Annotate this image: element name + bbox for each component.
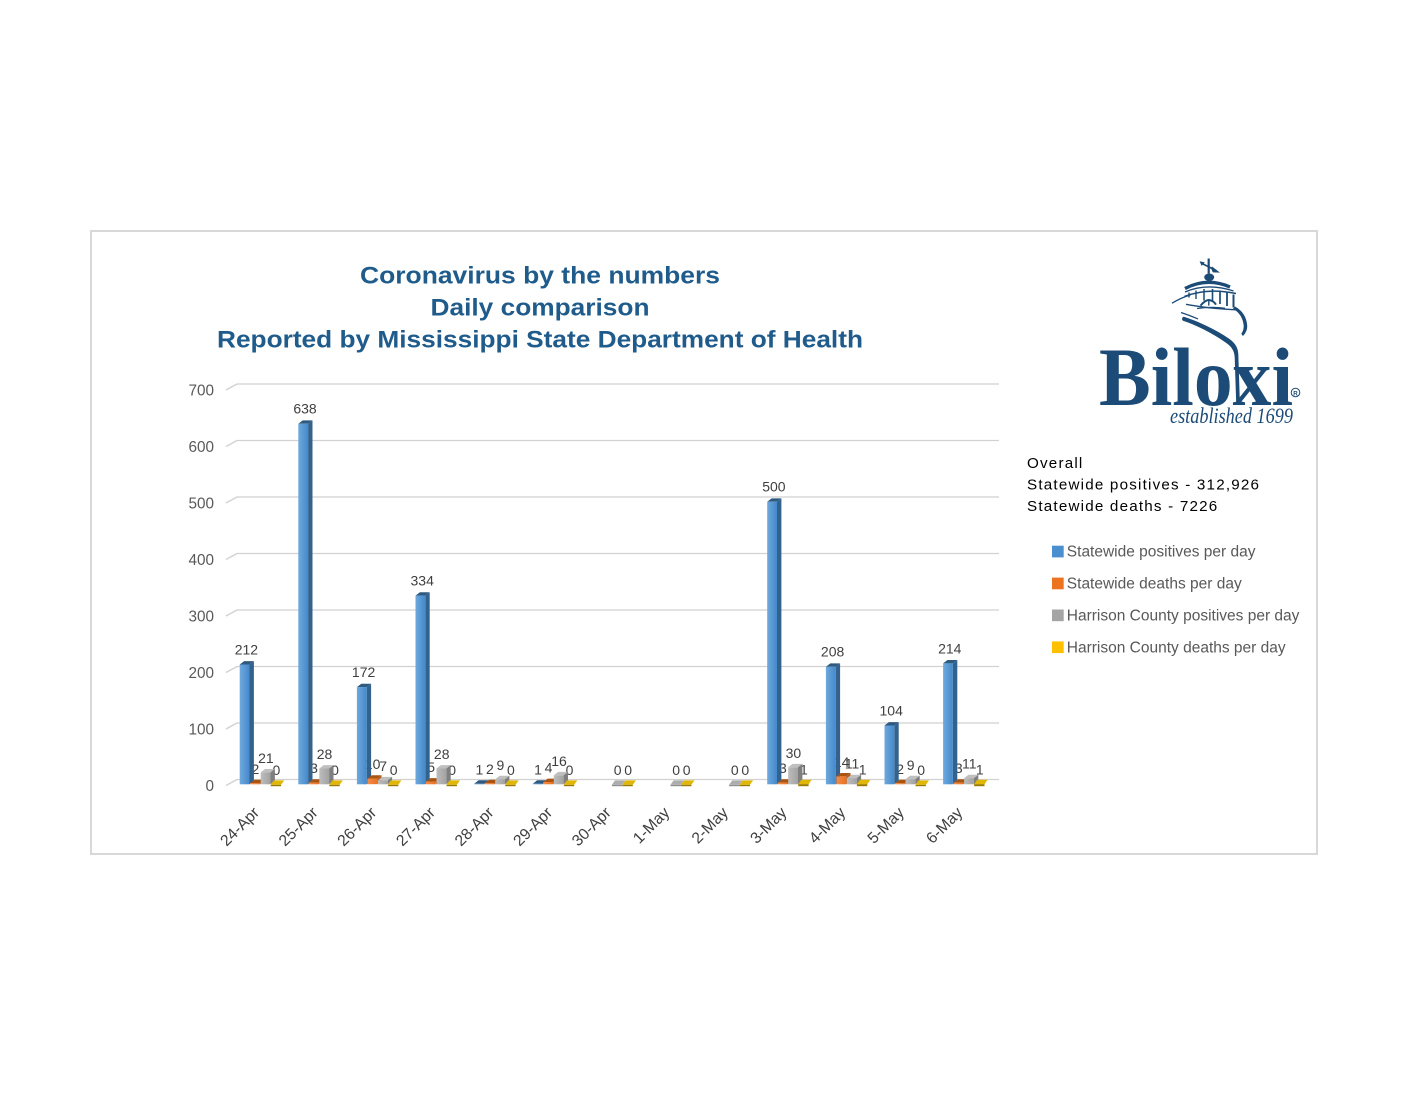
svg-text:500: 500 [188,496,214,513]
svg-text:1: 1 [976,761,984,777]
svg-text:200: 200 [188,665,214,682]
svg-text:7: 7 [379,758,387,774]
svg-text:0: 0 [448,762,456,778]
svg-text:9: 9 [497,757,505,773]
svg-text:0: 0 [205,778,214,795]
svg-text:0: 0 [331,762,339,778]
svg-text:11: 11 [845,756,860,772]
svg-text:Statewide positives - 312,926: Statewide positives - 312,926 [1027,477,1260,494]
svg-text:1: 1 [859,761,867,777]
svg-text:Statewide deaths per day: Statewide deaths per day [1067,576,1242,593]
svg-text:28: 28 [317,746,333,762]
svg-text:1: 1 [534,761,542,777]
svg-text:Coronavirus by the numbers: Coronavirus by the numbers [360,263,720,290]
svg-text:Overall: Overall [1027,455,1084,472]
svg-text:0: 0 [507,762,515,778]
svg-text:0: 0 [624,762,632,778]
svg-text:Harrison County positives per: Harrison County positives per day [1067,608,1300,625]
svg-text:Reported by Mississippi State: Reported by Mississippi State Department… [217,327,863,354]
svg-text:established 1699: established 1699 [1170,403,1293,428]
svg-text:638: 638 [293,401,317,417]
svg-text:100: 100 [188,722,214,739]
svg-text:172: 172 [352,664,376,680]
svg-text:Statewide deaths - 7226: Statewide deaths - 7226 [1027,498,1218,515]
svg-text:0: 0 [683,762,691,778]
svg-text:0: 0 [614,762,622,778]
svg-text:16: 16 [551,753,567,769]
svg-text:0: 0 [273,762,281,778]
svg-text:0: 0 [917,762,925,778]
svg-text:30: 30 [786,745,802,761]
svg-text:Daily comparison: Daily comparison [431,295,650,322]
svg-text:2: 2 [486,761,494,777]
svg-text:4: 4 [545,760,553,776]
svg-text:1: 1 [800,761,808,777]
svg-text:9: 9 [907,757,915,773]
svg-text:3: 3 [955,760,963,776]
svg-text:21: 21 [258,750,274,766]
svg-text:212: 212 [235,641,259,657]
svg-text:500: 500 [762,479,786,495]
svg-text:0: 0 [741,762,749,778]
svg-text:1: 1 [476,761,484,777]
svg-text:2: 2 [896,761,904,777]
svg-text:R: R [1293,390,1298,397]
svg-text:334: 334 [411,573,435,589]
svg-text:0: 0 [672,762,680,778]
svg-text:Harrison County deaths per day: Harrison County deaths per day [1067,639,1286,656]
svg-text:5: 5 [427,759,435,775]
svg-text:Biloxi: Biloxi [1099,331,1293,423]
svg-text:0: 0 [566,762,574,778]
svg-text:214: 214 [938,640,962,656]
svg-text:400: 400 [188,552,214,569]
svg-text:Statewide positives per day: Statewide positives per day [1067,544,1256,561]
svg-text:600: 600 [188,439,214,456]
svg-text:104: 104 [880,702,904,718]
svg-text:208: 208 [821,644,845,660]
svg-text:0: 0 [390,762,398,778]
svg-text:3: 3 [779,760,787,776]
svg-text:0: 0 [731,762,739,778]
svg-text:11: 11 [962,756,977,772]
svg-text:2: 2 [252,761,260,777]
svg-text:700: 700 [188,383,214,400]
svg-text:300: 300 [188,609,214,626]
svg-text:28: 28 [434,746,450,762]
svg-text:3: 3 [310,760,318,776]
